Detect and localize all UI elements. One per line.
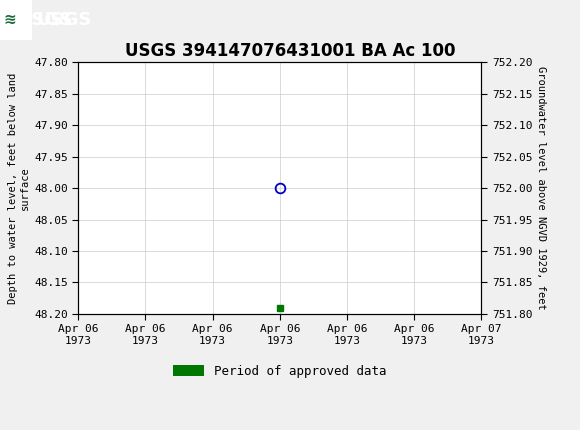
Text: ≋: ≋ — [3, 12, 16, 27]
Bar — [0, 0, 32, 40]
Y-axis label: Groundwater level above NGVD 1929, feet: Groundwater level above NGVD 1929, feet — [536, 66, 546, 310]
Text: USGS 394147076431001 BA Ac 100: USGS 394147076431001 BA Ac 100 — [125, 42, 455, 60]
Text: USGS: USGS — [36, 11, 91, 29]
Text: █USGS: █USGS — [3, 11, 72, 29]
Y-axis label: Depth to water level, feet below land
surface: Depth to water level, feet below land su… — [8, 73, 30, 304]
Legend: Period of approved data: Period of approved data — [168, 360, 392, 383]
